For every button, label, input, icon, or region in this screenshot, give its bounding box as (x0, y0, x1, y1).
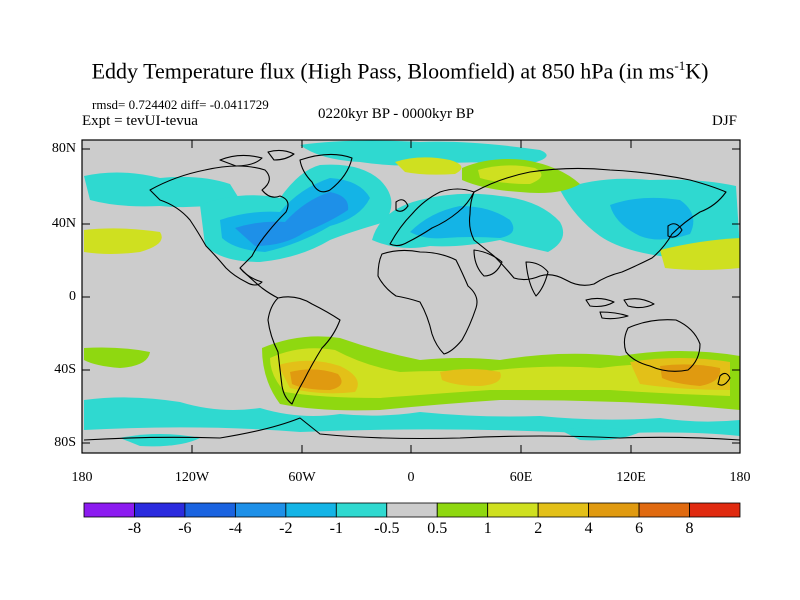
lon-label: 60W (288, 470, 316, 485)
colorbar-label: -8 (127, 520, 142, 537)
anomaly-region (300, 140, 547, 166)
colorbar-swatch (83, 502, 135, 518)
coastline-australia (623, 319, 701, 372)
anomaly-region (660, 364, 721, 386)
colorbar-swatch (134, 502, 186, 518)
anomaly-region (84, 347, 150, 368)
colorbar-label: 1 (483, 520, 492, 537)
coastline-arctic-islands (219, 149, 295, 167)
coastlines (83, 149, 740, 441)
colorbar-label: 0.5 (427, 520, 448, 537)
colorbar-label: 2 (534, 520, 543, 537)
coastline-greenland (299, 153, 353, 193)
colorbar-swatch (436, 502, 489, 518)
coastline-africa (377, 249, 478, 355)
anomaly-region (84, 172, 240, 208)
coastline-asia (468, 167, 727, 286)
lon-label: 120W (174, 470, 210, 485)
colorbar-swatch (386, 502, 438, 518)
figure-title: Eddy Temperature flux (High Pass, Bloomf… (0, 58, 800, 84)
title-suffix: K) (685, 58, 709, 84)
coastline-europe (389, 188, 475, 247)
lon-label: 180 (729, 470, 751, 485)
colorbar-label: -0.5 (374, 520, 400, 537)
coastline-british-isles (395, 199, 409, 212)
anomaly-region (660, 238, 740, 270)
colorbar-swatch (588, 502, 640, 518)
anomaly-region (410, 206, 514, 239)
coastline-arabia (473, 249, 503, 277)
season-label: DJF (712, 113, 738, 129)
coastline-north-america (149, 165, 289, 286)
colorbar-swatch (184, 502, 236, 518)
colorbar-label: 6 (635, 520, 644, 537)
anomaly-region (560, 427, 640, 441)
coastline-indonesia (585, 297, 655, 320)
title-text: Eddy Temperature flux (High Pass, Bloomf… (91, 58, 675, 84)
anomaly-region (440, 369, 501, 386)
lat-label: 0 (69, 289, 76, 304)
lon-label: 120E (616, 470, 646, 485)
anomaly-region (84, 228, 162, 254)
title-exponent: -1 (674, 58, 686, 73)
map-ticks (81, 140, 741, 453)
lat-label: 80N (51, 141, 76, 156)
anomaly-region (610, 197, 694, 240)
coastline-antarctica (83, 417, 740, 441)
colorbar-swatch (487, 502, 539, 518)
anomaly-region (478, 165, 542, 184)
lat-label: 40N (51, 216, 76, 231)
colorbar-swatch (638, 502, 690, 518)
period-label: 0220kyr BP - 0000kyr BP (318, 106, 475, 122)
colorbar-label: -2 (279, 520, 293, 537)
lon-label: 60E (509, 470, 533, 485)
colorbar-label: -4 (228, 520, 243, 537)
lon-label: 0 (407, 470, 415, 485)
coastline-central-america (239, 267, 279, 299)
lat-label: 80S (54, 435, 76, 450)
colorbar-swatch (689, 502, 741, 518)
coastline-japan (667, 223, 683, 238)
colorbar-swatch (234, 502, 287, 518)
colorbar-label: -6 (178, 520, 192, 537)
anomaly-region (290, 369, 342, 390)
coastline-new-zealand (717, 372, 731, 386)
colorbar-label: 4 (584, 520, 593, 537)
lon-label: 180 (71, 470, 93, 485)
colorbar-swatch (537, 502, 590, 518)
stats-line: rmsd= 0.724402 diff= -0.0411729 (92, 97, 269, 112)
colorbar-label: 8 (685, 520, 694, 537)
colorbar-label: -1 (329, 520, 343, 537)
experiment-label: Expt = tevUI-tevua (82, 113, 198, 129)
lat-label: 40S (54, 362, 76, 377)
colorbar-swatch (335, 502, 388, 518)
colorbar (83, 502, 741, 518)
coastline-india (525, 261, 549, 297)
anomaly-region (235, 192, 349, 246)
coastline-south-america (267, 296, 341, 405)
colorbar-swatch (285, 502, 337, 518)
anomaly-region (395, 157, 462, 175)
anomaly-fields (84, 140, 740, 453)
